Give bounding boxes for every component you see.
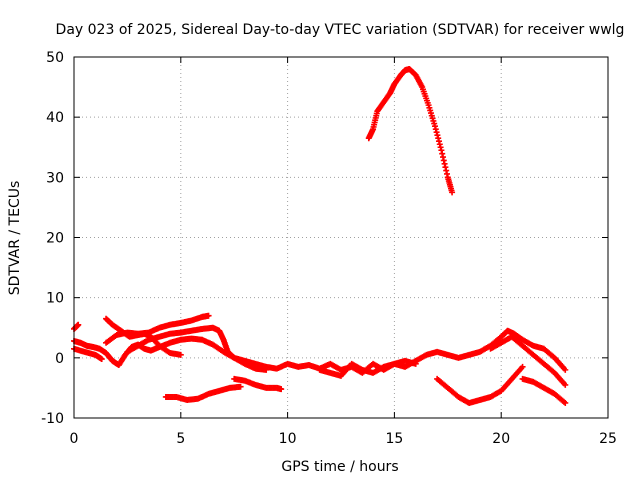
- data-point: [562, 366, 569, 373]
- data-point: [278, 386, 285, 393]
- data-point: [205, 312, 212, 319]
- y-tick-label: 20: [46, 231, 64, 247]
- data-point: [562, 399, 569, 406]
- data-point: [441, 160, 448, 167]
- x-tick-label: 10: [279, 431, 297, 447]
- y-tick-label: -10: [41, 411, 64, 427]
- axis-ticks: 0 5 10 15 20 25 -10 0 10 20 30 40 50: [41, 50, 617, 447]
- y-tick-label: 10: [46, 291, 64, 307]
- data-point: [439, 150, 446, 157]
- data-point: [442, 164, 449, 171]
- data-point: [434, 132, 441, 139]
- x-tick-label: 20: [492, 431, 510, 447]
- x-tick-label: 0: [70, 431, 79, 447]
- data-point: [432, 126, 439, 133]
- y-tick-label: 30: [46, 170, 64, 186]
- data-point: [439, 154, 446, 161]
- data-point: [440, 157, 447, 164]
- data-point: [435, 138, 442, 145]
- data-point: [433, 129, 440, 136]
- y-tick-label: 40: [46, 110, 64, 126]
- x-tick-label: 5: [176, 431, 185, 447]
- chart-title: Day 023 of 2025, Sidereal Day-to-day VTE…: [56, 22, 625, 38]
- y-tick-label: 50: [46, 50, 64, 66]
- data-point: [438, 147, 445, 154]
- data-point: [519, 363, 526, 370]
- data-point: [562, 381, 569, 388]
- data-point: [431, 123, 438, 130]
- data-point: [436, 141, 443, 148]
- y-tick-label: 0: [55, 351, 64, 367]
- data-point: [177, 351, 184, 358]
- data-point: [443, 167, 450, 174]
- grid: [74, 57, 608, 418]
- data-point: [98, 356, 105, 363]
- data-point: [435, 135, 442, 142]
- x-tick-label: 15: [385, 431, 403, 447]
- x-tick-label: 25: [599, 431, 617, 447]
- data-point: [412, 360, 419, 367]
- data-points: [71, 66, 569, 406]
- data-point: [443, 170, 450, 177]
- y-axis-label: SDTVAR / TECUs: [7, 181, 23, 296]
- data-point: [75, 321, 82, 328]
- data-point: [437, 144, 444, 151]
- data-point: [449, 189, 456, 196]
- x-axis-label: GPS time / hours: [281, 459, 398, 475]
- data-point: [237, 383, 244, 390]
